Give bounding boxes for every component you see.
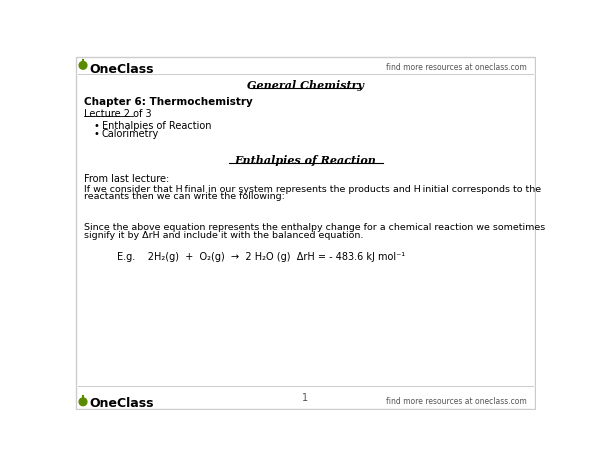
Text: Calorimetry: Calorimetry (102, 129, 159, 139)
Text: •: • (94, 121, 100, 131)
Circle shape (79, 398, 87, 406)
Text: reactants then we can write the following:: reactants then we can write the followin… (84, 192, 285, 201)
Text: Enthalpies of Reaction: Enthalpies of Reaction (234, 155, 377, 166)
Text: Since the above equation represents the enthalpy change for a chemical reaction : Since the above equation represents the … (84, 223, 545, 232)
Text: OneClass: OneClass (89, 63, 154, 76)
Text: Enthalpies of Reaction: Enthalpies of Reaction (102, 121, 211, 131)
Text: 1: 1 (302, 393, 309, 402)
Text: OneClass: OneClass (89, 397, 154, 410)
Text: find more resources at oneclass.com: find more resources at oneclass.com (386, 397, 527, 406)
Text: E.g.    2H₂(g)  +  O₂(g)  →  2 H₂O (g)  ΔrH = - 483.6 kJ mol⁻¹: E.g. 2H₂(g) + O₂(g) → 2 H₂O (g) ΔrH = - … (117, 252, 405, 262)
Text: signify it by ΔrH and include it with the balanced equation.: signify it by ΔrH and include it with th… (84, 231, 363, 240)
Text: From last lecture:: From last lecture: (84, 174, 169, 184)
Text: Chapter 6: Thermochemistry: Chapter 6: Thermochemistry (84, 97, 253, 107)
Text: find more resources at oneclass.com: find more resources at oneclass.com (386, 63, 527, 72)
Text: Lecture 2 of 3: Lecture 2 of 3 (84, 109, 151, 119)
Circle shape (79, 61, 87, 69)
FancyBboxPatch shape (76, 57, 535, 409)
Text: General Chemistry: General Chemistry (247, 80, 364, 91)
Text: If we consider that H final in our system represents the products and H initial : If we consider that H final in our syste… (84, 185, 541, 194)
Text: •: • (94, 129, 100, 139)
